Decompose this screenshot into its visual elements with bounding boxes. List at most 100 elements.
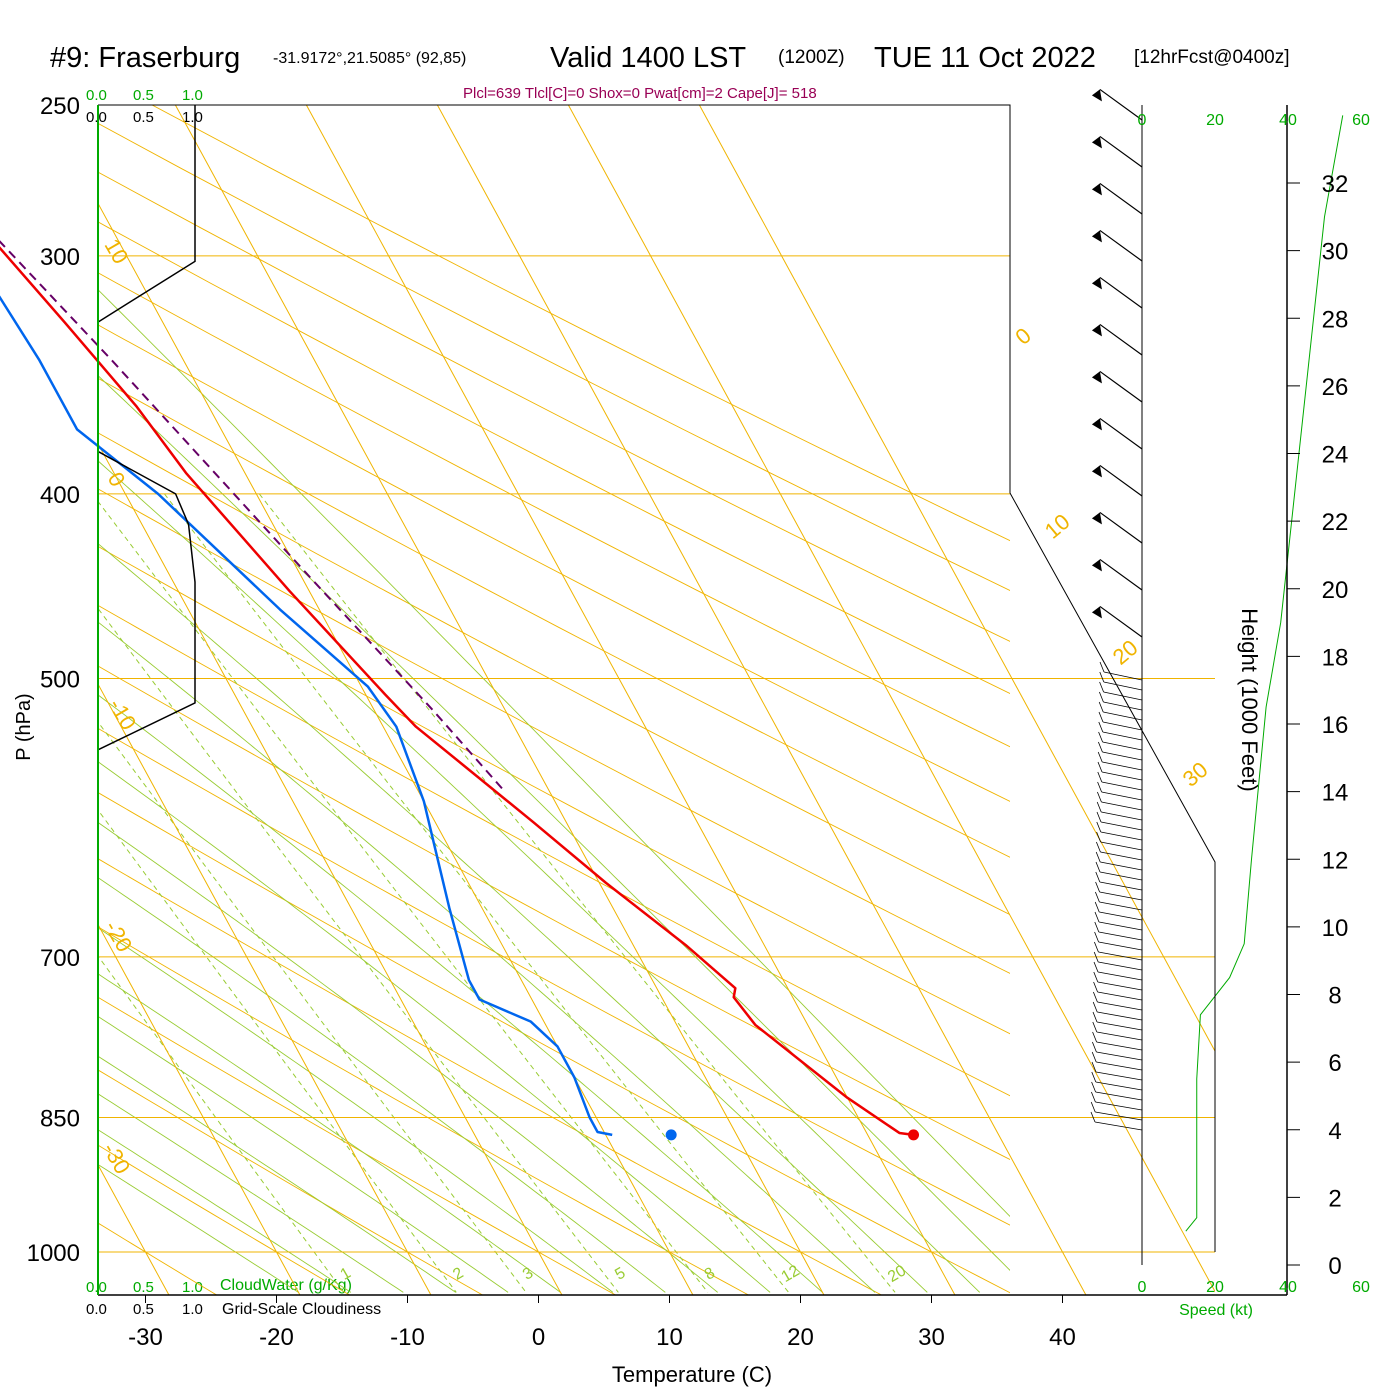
- wind-barb: [1091, 323, 1143, 356]
- wind-barb: [1091, 417, 1143, 450]
- wind-barb-low-staff: [1103, 681, 1143, 691]
- wind-barb-low-feather: [1094, 911, 1100, 923]
- height-axis-label: Height (1000 Feet): [1237, 608, 1262, 791]
- wind-barb-low-staff: [1096, 1051, 1143, 1061]
- wind-barb-low-staff: [1095, 1101, 1143, 1111]
- wind-barb-low-feather: [1095, 861, 1101, 873]
- wind-barb-low: [1093, 971, 1143, 991]
- wind-barb-low-staff: [1101, 791, 1143, 801]
- axes-layer: -30 -20 -10 0 10 20 30 402503004005007008501000…: [27, 93, 1370, 1351]
- moist-adiabat: [98, 821, 718, 1293]
- wind-barb-low-feather: [1095, 891, 1100, 903]
- height-tick-label: 28: [1322, 306, 1349, 333]
- valid-time: Valid 1400 LST: [550, 42, 746, 74]
- cloudiness-scale-top-1: 0.5: [133, 109, 154, 126]
- wind-barb-low-staff: [1096, 1021, 1143, 1031]
- wind-barb-low: [1093, 981, 1143, 1001]
- wind-barb-low-feather: [1093, 981, 1098, 993]
- wind-barb-low-feather: [1091, 1051, 1097, 1063]
- cloudwater-label: CloudWater (g/Kg): [220, 1277, 352, 1294]
- wind-barb-low: [1099, 681, 1143, 701]
- wind-barb-low-feather: [1091, 1091, 1096, 1103]
- parcel-line: [0, 240, 503, 790]
- wind-barb-low-feather: [1091, 1081, 1096, 1093]
- wind-barb-low-staff: [1095, 1091, 1143, 1101]
- wind-barb-low-feather: [1091, 1061, 1097, 1073]
- dry-adiabat: [98, 488, 1010, 974]
- wind-barb-low-staff: [1102, 721, 1143, 731]
- station-title: #9: Fraserburg: [50, 42, 240, 74]
- wind-barb-staff: [1099, 558, 1143, 591]
- moist-adiabat: [98, 1163, 299, 1293]
- wind-barb-low: [1090, 1111, 1143, 1131]
- wind-barb-low-feather: [1093, 971, 1099, 983]
- wind-barb-low-feather: [1094, 931, 1099, 943]
- wind-barb: [1091, 276, 1143, 309]
- x-tick-label: 10: [656, 1324, 683, 1351]
- cloudiness-scale-top-0: 0.0: [86, 109, 107, 126]
- isotherm-line: [305, 105, 956, 1295]
- dry-adiabat: [98, 1069, 484, 1295]
- isotherm-line: [98, 1163, 170, 1295]
- wind-barb-low-feather: [1097, 771, 1103, 783]
- height-tick-label: 20: [1322, 577, 1349, 604]
- wind-barb: [1091, 182, 1143, 215]
- data-layer: [0, 105, 1344, 1232]
- wind-barb-low-feather: [1097, 751, 1103, 763]
- cloudiness-scale-bottom-1: 0.5: [133, 1301, 154, 1318]
- wind-barb-low-staff: [1100, 861, 1143, 871]
- wind-barb: [1091, 229, 1143, 262]
- y-tick-label: 1000: [27, 1240, 80, 1267]
- wind-barb-low: [1098, 711, 1143, 731]
- x-tick-label: 20: [787, 1324, 814, 1351]
- wind-barb-low-staff: [1100, 821, 1143, 831]
- grid-lower-clip: [98, 105, 1215, 1295]
- wind-barb-low-feather: [1096, 831, 1101, 843]
- wind-barb-low-feather: [1095, 871, 1101, 883]
- wind-barb: [1091, 605, 1143, 638]
- mixing-ratio-line: [98, 500, 709, 1293]
- isotherm-label: 30: [1178, 757, 1213, 792]
- wind-barb-low-staff: [1095, 1111, 1143, 1121]
- y-tick-label: 250: [40, 93, 80, 120]
- y-tick-label: 400: [40, 482, 80, 509]
- dry-adiabat: [98, 272, 1010, 748]
- x-tick-label: -10: [390, 1324, 425, 1351]
- mixing-ratio-label: 20: [885, 1262, 909, 1286]
- wind-barb-low-feather: [1092, 1031, 1097, 1043]
- height-tick-label: 24: [1322, 442, 1349, 469]
- moist-adiabat: [98, 460, 981, 1293]
- wind-barb-low-feather: [1099, 661, 1105, 673]
- wind-barb-low: [1096, 831, 1143, 851]
- speed-tick-top: 0: [1138, 112, 1147, 129]
- wind-barb-low: [1094, 911, 1143, 931]
- forecast-label: [12hrFcst@0400z]: [1134, 47, 1290, 68]
- wind-barb: [1091, 511, 1143, 544]
- height-tick-label: 12: [1322, 847, 1349, 874]
- wind-barb-low-staff: [1095, 1071, 1143, 1081]
- wind-barb-low: [1098, 731, 1143, 751]
- wind-barb-staff: [1099, 276, 1143, 309]
- wind-barb-staff: [1099, 229, 1143, 262]
- moist-adiabat: [98, 1129, 352, 1293]
- moist-adiabat: [98, 973, 561, 1293]
- moist-adiabat: [98, 1055, 456, 1293]
- dry-adiabat: [98, 122, 1010, 592]
- wind-barb-low-staff: [1094, 1121, 1143, 1131]
- wind-barb-low: [1096, 821, 1143, 841]
- wind-barb-low: [1092, 1011, 1143, 1031]
- grid-clip: [98, 105, 1010, 1295]
- wind-barb-low-feather: [1098, 701, 1104, 713]
- wind-barb-low-staff: [1096, 1041, 1143, 1051]
- surface-dewpoint-dot: [665, 1129, 677, 1141]
- speed-tick-bottom: 60: [1352, 1279, 1370, 1296]
- wind-barb-low-staff: [1102, 751, 1143, 761]
- wind-barb-low-feather: [1097, 781, 1102, 793]
- dewpoint-line: [0, 295, 613, 1137]
- wind-barb-low: [1092, 1001, 1143, 1021]
- wind-barb-low: [1097, 781, 1143, 801]
- wind-barb-low: [1097, 761, 1143, 781]
- dry-adiabat: [98, 432, 1010, 916]
- mixing-ratio-label: 2: [450, 1264, 466, 1283]
